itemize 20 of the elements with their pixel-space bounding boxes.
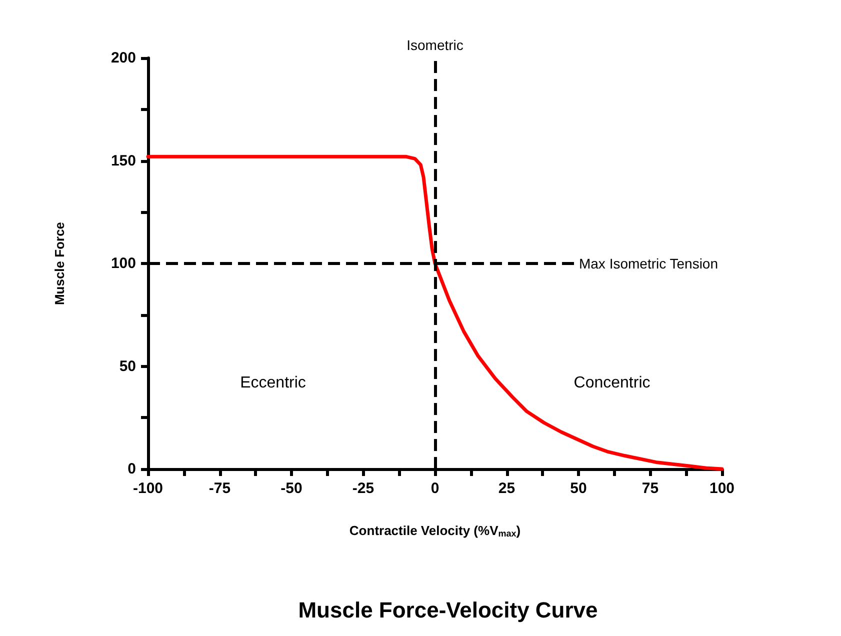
annotation: Concentric xyxy=(574,374,650,392)
x-tick-label: -25 xyxy=(352,480,374,497)
y-tick-label: 50 xyxy=(119,358,136,375)
x-tick-label: 50 xyxy=(570,480,587,497)
x-tick-label: 100 xyxy=(709,480,735,497)
y-axis-title: Muscle Force xyxy=(52,222,67,306)
x-tick-label: -50 xyxy=(280,480,302,497)
x-tick-label: 75 xyxy=(642,480,659,497)
y-tick-label: 100 xyxy=(110,255,136,272)
annotation: Eccentric xyxy=(240,374,306,392)
x-tick-label: -75 xyxy=(208,480,231,497)
y-tick-label: 200 xyxy=(110,50,136,66)
x-tick-label: -100 xyxy=(132,480,164,497)
text: Muscle Force-Velocity Curve xyxy=(298,598,598,622)
ref-line-label: Isometric xyxy=(406,37,464,53)
y-tick-label: 0 xyxy=(128,460,136,478)
y-tick-label: 150 xyxy=(110,152,136,170)
x-tick-label: 25 xyxy=(498,480,516,497)
x-tick-label: 0 xyxy=(430,480,440,497)
ref-line-label: Max Isometric Tension xyxy=(578,256,718,272)
